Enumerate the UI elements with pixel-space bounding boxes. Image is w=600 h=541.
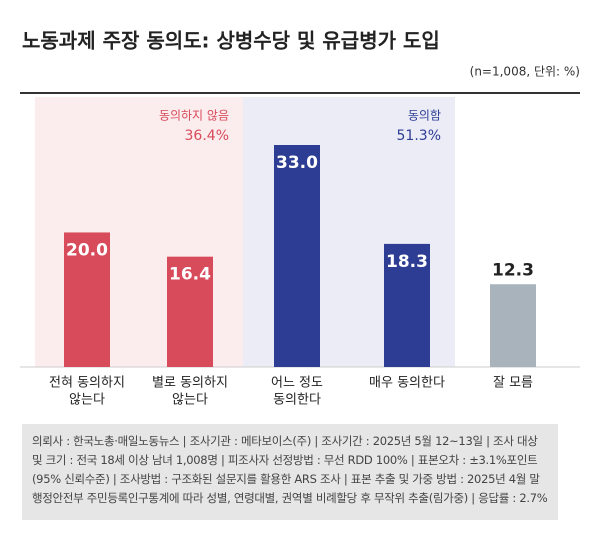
value-label: 20.0: [66, 240, 108, 260]
survey-note: 의뢰사 : 한국노총·매일노동뉴스 | 조사기관 : 메타보이스(주) | 조사…: [22, 424, 558, 520]
x-tick-label: 매우 동의한다: [369, 376, 445, 391]
group-name: 동의함: [408, 109, 441, 123]
x-tick-label: 않는다: [172, 393, 208, 408]
group-value: 36.4%: [185, 128, 229, 144]
x-tick-label: 않는다: [69, 393, 105, 408]
bar: [274, 145, 320, 367]
x-tick-label: 잘 모름: [493, 376, 533, 391]
value-label: 12.3: [492, 260, 534, 280]
group-name: 동의하지 않음: [159, 109, 229, 123]
bar: [490, 284, 536, 367]
bar: [64, 232, 110, 367]
value-label: 16.4: [169, 265, 211, 285]
x-tick-label: 동의한다: [273, 393, 321, 408]
group-value: 51.3%: [397, 128, 441, 144]
bar: [167, 256, 213, 367]
chart-title: 노동과제 주장 동의도: 상병수당 및 유급병가 도입: [22, 29, 440, 53]
value-label: 18.3: [386, 252, 428, 272]
x-tick-label: 어느 정도: [271, 376, 323, 391]
x-tick-label: 전혀 동의하지: [49, 376, 125, 391]
value-label: 33.0: [276, 153, 318, 173]
x-tick-label: 별로 동의하지: [152, 376, 228, 391]
chart-subtitle: (n=1,008, 단위: %): [470, 65, 580, 79]
bar: [384, 243, 430, 367]
